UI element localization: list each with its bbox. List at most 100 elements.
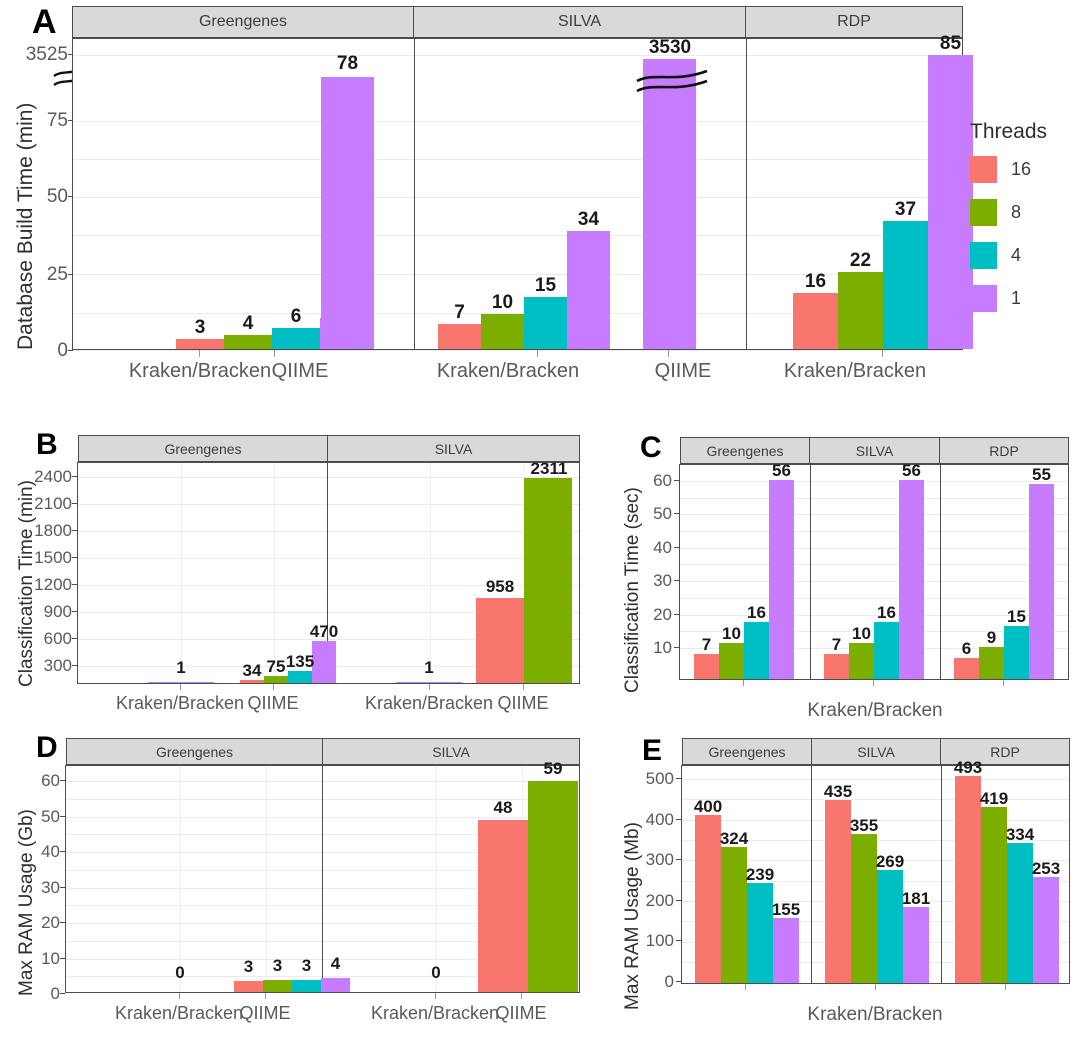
bar-label: 334 xyxy=(1005,825,1035,844)
bar-e-gg-1 xyxy=(773,918,799,983)
bar-e-silva-1 xyxy=(903,907,929,983)
bar-label: 4 xyxy=(242,313,254,334)
facet-label: SILVA xyxy=(855,442,894,459)
bar-a-rdp-kb-16 xyxy=(793,293,838,349)
facet-divider xyxy=(414,39,415,349)
legend-item-8[interactable]: 8 xyxy=(970,199,1021,226)
bar-c-gg-8 xyxy=(719,643,744,679)
facet-strip-silva: SILVA xyxy=(327,435,580,462)
ytick-900: 900 xyxy=(43,602,72,621)
bar-label: 55 xyxy=(1032,465,1051,484)
legend-item-16[interactable]: 16 xyxy=(970,156,1031,183)
bar-c-silva-8 xyxy=(849,643,874,679)
panel-e-letter: E xyxy=(642,734,662,767)
ytick-10: 10 xyxy=(41,949,60,968)
bar-label: 16 xyxy=(747,603,766,622)
bar-label: 0 xyxy=(431,963,441,982)
panel-e-xlabel: Kraken/Bracken xyxy=(807,1004,943,1025)
bar-label: 7 xyxy=(831,635,842,654)
bar-label: 435 xyxy=(823,782,853,801)
facet-strip-silva: SILVA xyxy=(413,6,746,38)
xtick-a-1: QIIME xyxy=(271,360,329,382)
bar-label: 15 xyxy=(534,275,557,296)
xtick-b-3: QIIME xyxy=(497,693,549,713)
facet-label: SILVA xyxy=(432,743,470,760)
xtick-a-3: QIIME xyxy=(654,360,712,382)
ytick-50: 50 xyxy=(41,807,60,826)
bar-label: 493 xyxy=(953,758,983,777)
bar-e-silva-4 xyxy=(877,870,903,983)
bar-c-rdp-8 xyxy=(979,647,1004,679)
ytick-10: 10 xyxy=(653,638,672,657)
facet-strip-greengenes: Greengenes xyxy=(682,738,812,765)
ytick-300: 300 xyxy=(645,850,674,869)
bar-c-gg-16 xyxy=(694,654,719,679)
ytick-600: 600 xyxy=(43,629,72,648)
panel-a: A Database Build Time (min) Greengenes S… xyxy=(0,0,973,400)
facet-label: Greengenes xyxy=(198,13,288,30)
ytick-500: 500 xyxy=(645,769,674,788)
panel-e-plot: 400 324 239 155 435 355 269 181 493 419 … xyxy=(681,758,1070,984)
bar-label: 75 xyxy=(266,657,286,676)
bar-label: 9 xyxy=(986,628,997,647)
bar-label: 253 xyxy=(1031,859,1061,878)
bar-b-gg-kb xyxy=(148,682,214,683)
facet-label: RDP xyxy=(989,442,1019,459)
facet-strip-rdp: RDP xyxy=(939,437,1069,464)
panel-c-xlabel: Kraken/Bracken xyxy=(807,700,943,721)
ytick-40: 40 xyxy=(41,842,60,861)
bar-label: 10 xyxy=(852,624,871,643)
bar-label: 269 xyxy=(875,852,905,871)
panel-b-letter: B xyxy=(36,428,58,461)
bar-b-gg-qiime-16 xyxy=(240,680,264,683)
xtick-a-4: Kraken/Bracken xyxy=(783,360,927,382)
facet-label: Greengenes xyxy=(708,743,786,760)
ytick-300: 300 xyxy=(43,656,72,675)
legend-item-4[interactable]: 4 xyxy=(970,242,1021,269)
ytick-1800: 1800 xyxy=(34,521,72,540)
legend-label: 1 xyxy=(1011,288,1022,308)
legend-label: 16 xyxy=(1011,159,1032,179)
bar-label: 7 xyxy=(454,302,465,323)
bar-b-gg-qiime-8 xyxy=(264,676,288,683)
xtick-b-2: Kraken/Bracken xyxy=(364,693,494,713)
panel-d: D Max RAM Usage (Gb) Greengenes SILVA 60… xyxy=(0,728,620,1042)
ytick-1200: 1200 xyxy=(34,575,72,594)
legend-swatch-16 xyxy=(970,156,997,183)
xtick-a-2: Kraken/Bracken xyxy=(436,360,580,382)
ytick-200: 200 xyxy=(645,891,674,910)
bar-a-gg-kb-16 xyxy=(176,339,224,349)
bar-a-silva-kb-8 xyxy=(481,314,524,349)
facet-divider xyxy=(940,465,941,679)
bar-label: 16 xyxy=(804,271,827,292)
facet-strip-greengenes: Greengenes xyxy=(680,437,810,464)
bar-b-gg-qiime-4 xyxy=(288,671,312,683)
bar-b-gg-qiime-1 xyxy=(312,641,336,683)
facet-label: SILVA xyxy=(434,440,473,457)
bar-label: 34 xyxy=(577,209,600,230)
bar-d-silva-qiime-16 xyxy=(478,820,528,992)
bar-label: 3 xyxy=(194,317,206,338)
bar-c-silva-1 xyxy=(899,480,924,679)
bar-label: 6 xyxy=(961,639,972,658)
ytick-400: 400 xyxy=(645,810,674,829)
bar-c-silva-16 xyxy=(824,654,849,679)
xtick-a-0: Kraken/Bracken xyxy=(128,360,272,382)
ytick-30: 30 xyxy=(41,878,60,897)
bar-d-gg-qiime-4 xyxy=(292,980,321,992)
facet-label: SILVA xyxy=(558,13,601,30)
bar-label: 324 xyxy=(719,829,749,848)
facet-strip-silva: SILVA xyxy=(322,738,580,765)
bar-axis-break-icon xyxy=(636,69,708,93)
bar-c-gg-1 xyxy=(769,480,794,679)
legend-item-1[interactable]: 1 xyxy=(970,285,1021,312)
bar-e-rdp-16 xyxy=(955,776,981,983)
legend-label: 8 xyxy=(1011,202,1022,222)
facet-label: RDP xyxy=(837,13,871,30)
bar-c-gg-4 xyxy=(744,622,769,679)
bar-a-silva-kb-4 xyxy=(524,297,567,349)
ytick-25: 25 xyxy=(46,264,68,285)
facet-strip-greengenes: Greengenes xyxy=(66,738,323,765)
bar-label: 3530 xyxy=(648,37,692,58)
facet-divider xyxy=(746,39,747,349)
